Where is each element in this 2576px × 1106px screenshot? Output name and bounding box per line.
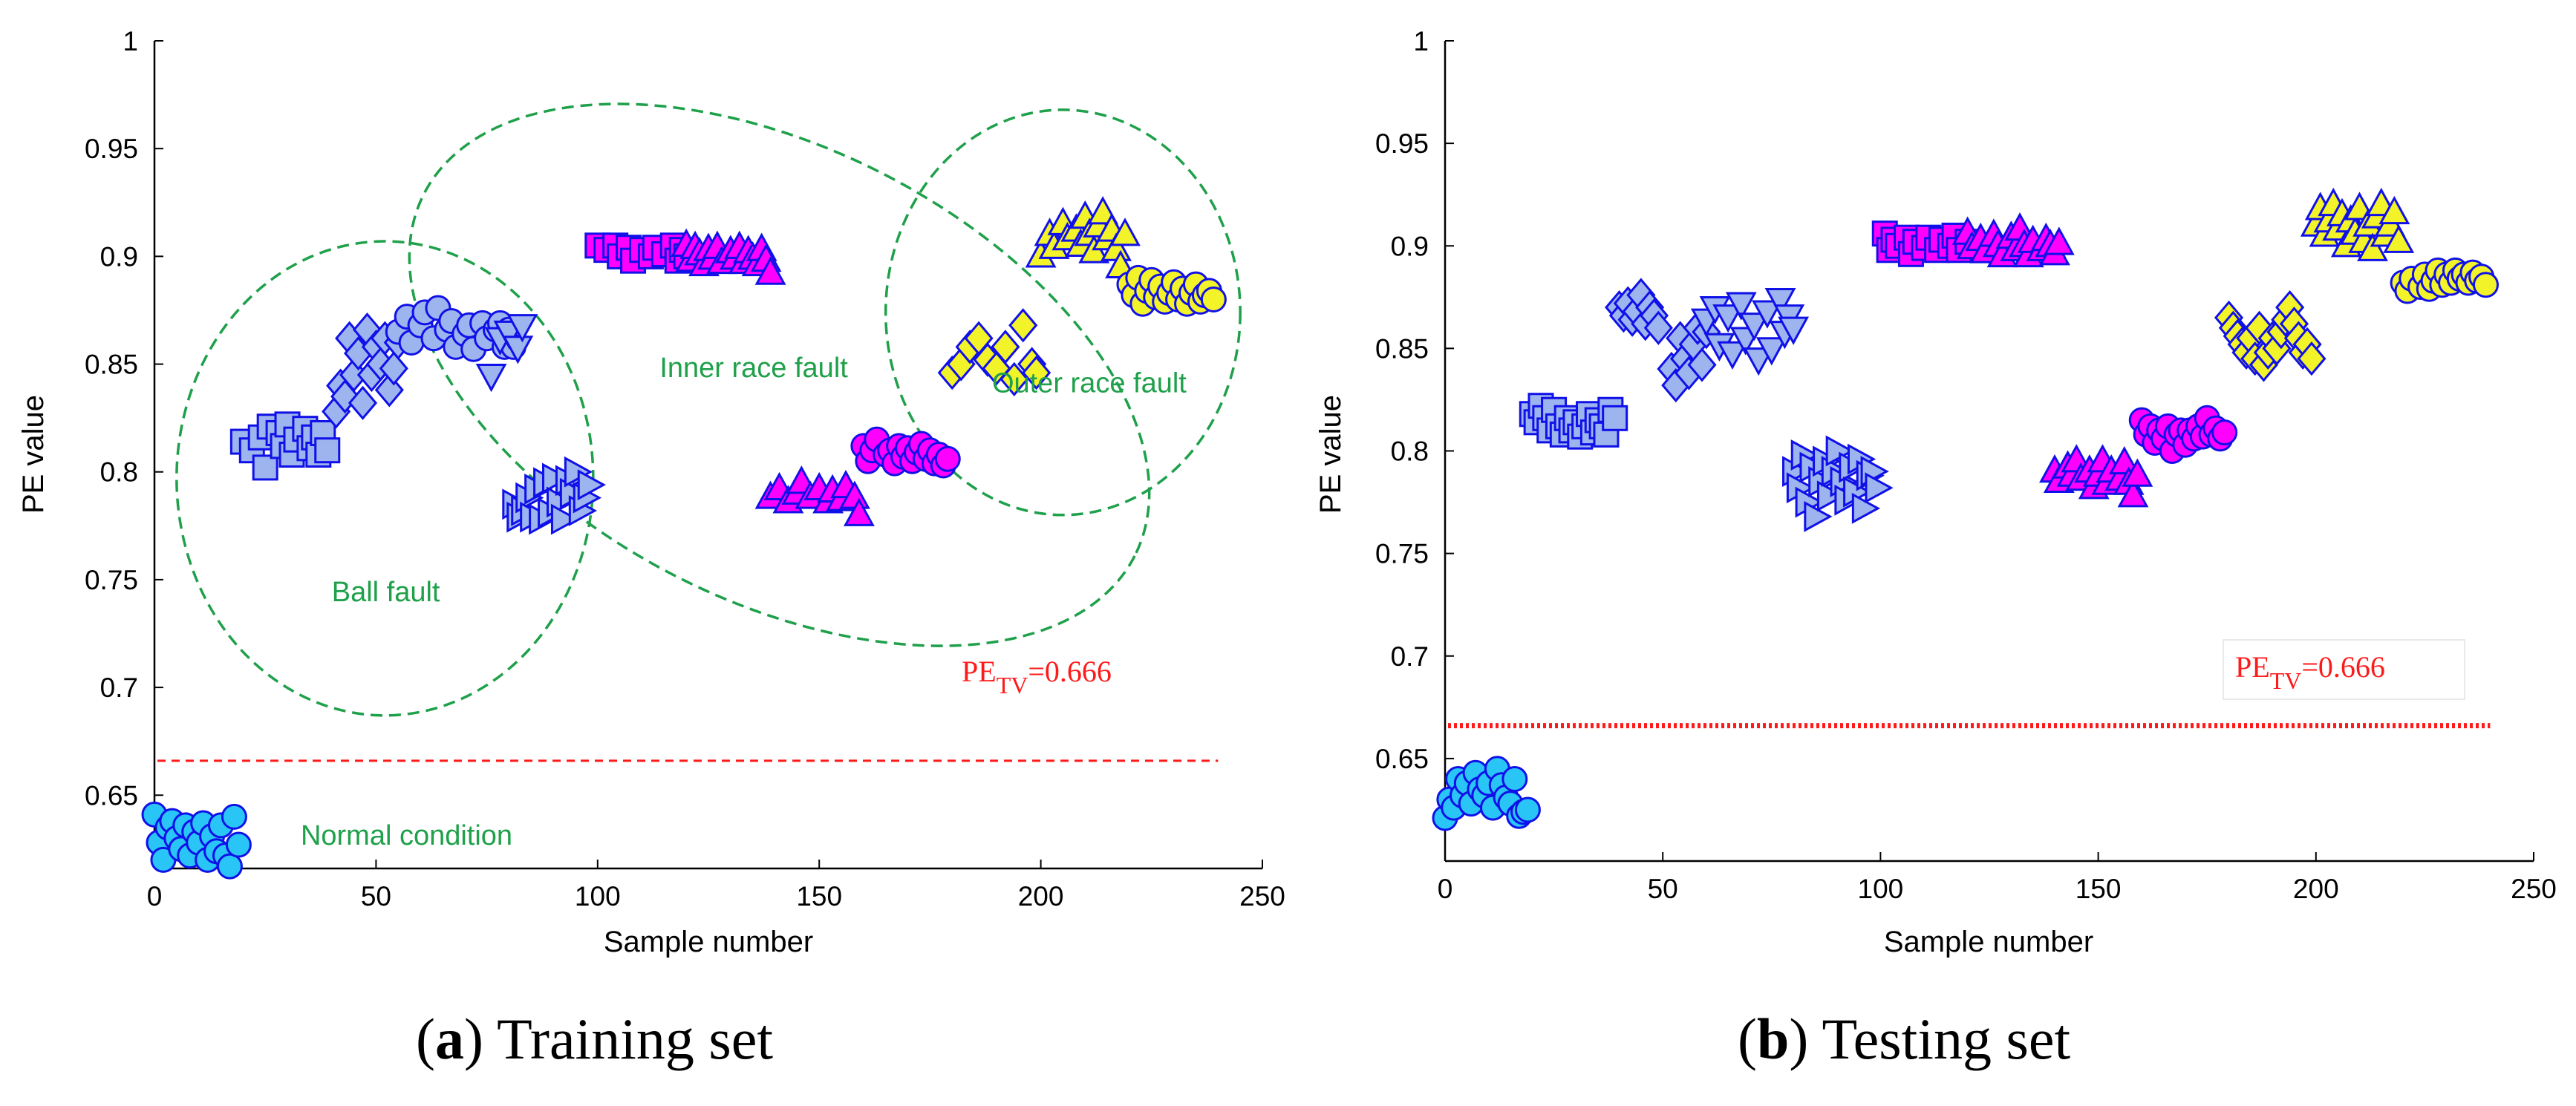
series-ball-fault-1: [231, 413, 339, 480]
series-inner-race-fault-2: [1954, 215, 2073, 266]
chart-training-set: 0 50 100 150 200 250 0.65 0.7 0.75 0.8 0.85 0.9 0.95…: [17, 0, 1285, 958]
data-point: [316, 439, 339, 462]
figure: 0 50 100 150 200 2500.650.70.750.80.850.90.95…: [0, 0, 2576, 958]
chart-testing-set: 0 50 100 150 200 250 0.65 0.7 0.75 0.8 0.85 0.9 0.95…: [1314, 26, 2557, 958]
x-tick-label: 0: [147, 881, 163, 912]
y-tick-label: 0.85: [1375, 333, 1429, 364]
series-outer-race-fault-3: [2391, 258, 2497, 303]
series-inner-race-fault-2: [673, 231, 784, 284]
data-point: [2474, 273, 2497, 297]
y-tick-label: 0.7: [100, 673, 138, 703]
caption-letter-b: b: [1757, 1007, 1789, 1071]
x-tick-label: 250: [2511, 874, 2557, 904]
threshold-label-value: =0.666: [2301, 650, 2385, 684]
series-ball-fault-2: [1606, 280, 1672, 344]
data-point: [477, 364, 505, 390]
series-outer-race-fault-3: [1118, 266, 1225, 315]
annotation-inner-race-fault: Inner race fault: [659, 353, 848, 384]
data-point: [222, 805, 246, 828]
series-inner-race-fault-3: [757, 468, 873, 525]
y-tick-label: 0.8: [1391, 436, 1429, 467]
x-axis-label: Sample number: [604, 926, 813, 958]
y-tick-label: 0.9: [1391, 231, 1429, 261]
threshold-label-sub: TV: [2270, 667, 2302, 694]
y-tick-label: 1: [123, 26, 138, 56]
data-point: [1201, 287, 1225, 311]
y-tick-label: 0.95: [1375, 128, 1429, 159]
series-inner-race-fault-4: [852, 428, 959, 477]
y-tick-label: 0.95: [85, 134, 138, 164]
data-point: [226, 833, 250, 857]
data-point: [218, 854, 241, 878]
series-normal-condition: [143, 802, 250, 878]
series-outer-race-fault-2: [1027, 198, 1138, 277]
x-tick-label: 200: [2293, 874, 2339, 904]
y-axis-label: PE value: [17, 395, 50, 514]
y-tick-label: 0.7: [1391, 641, 1429, 672]
caption-training-set: (a) Training set: [416, 1006, 773, 1073]
annotation-ball-fault: Ball fault: [332, 577, 440, 608]
data-point: [1603, 406, 1627, 430]
series-inner-race-fault-4: [2130, 406, 2236, 462]
y-tick-label: 1: [1413, 26, 1429, 56]
data-point: [2213, 421, 2237, 445]
caption-testing-set: (b) Testing set: [1738, 1006, 2070, 1073]
series-inner-race-fault-3: [2041, 446, 2151, 506]
annotation-outer-race-fault: Outer race fault: [992, 367, 1187, 399]
x-tick-label: 150: [2076, 874, 2122, 904]
y-tick-label: 0.85: [85, 350, 138, 380]
y-axis-label: PE value: [1314, 395, 1347, 514]
threshold-label-sub: TV: [997, 672, 1028, 698]
threshold-label: PETV=0.666: [962, 655, 1112, 698]
y-tick-label: 0.65: [85, 780, 138, 811]
series-outer-race-fault-2: [2302, 190, 2412, 260]
y-tick-label: 0.75: [1375, 539, 1429, 569]
data-point: [253, 456, 277, 480]
x-tick-label: 100: [1858, 874, 1904, 904]
data-point: [1503, 768, 1527, 791]
threshold-label-main: PE: [2235, 650, 2270, 684]
data-point: [1516, 798, 1539, 822]
y-tick-label: 0.9: [100, 241, 138, 272]
series-normal-condition: [1433, 757, 1539, 830]
x-axis-label: Sample number: [1884, 926, 2093, 958]
caption-letter-a: a: [435, 1007, 464, 1071]
x-tick-label: 100: [575, 881, 621, 912]
data-point: [1010, 310, 1036, 341]
x-tick-label: 0: [1438, 874, 1453, 904]
y-tick-label: 0.75: [85, 565, 138, 595]
threshold-label-value: =0.666: [1028, 655, 1112, 688]
caption-text-a: Training set: [497, 1007, 773, 1071]
x-tick-label: 50: [361, 881, 391, 912]
series-ball-fault-1: [1520, 394, 1626, 448]
y-tick-label: 0.8: [100, 457, 138, 488]
x-tick-label: 200: [1018, 881, 1064, 912]
x-tick-label: 50: [1648, 874, 1678, 904]
series-outer-race-fault-1: [2216, 292, 2325, 380]
x-tick-label: 250: [1239, 881, 1285, 912]
data-point: [936, 447, 959, 471]
y-tick-label: 0.65: [1375, 744, 1429, 774]
series-ball-fault-5: [1784, 437, 1891, 530]
threshold-label-main: PE: [962, 655, 997, 688]
annotation-normal-condition: Normal condition: [301, 820, 512, 851]
x-tick-label: 150: [796, 881, 842, 912]
caption-text-b: Testing set: [1822, 1007, 2070, 1071]
